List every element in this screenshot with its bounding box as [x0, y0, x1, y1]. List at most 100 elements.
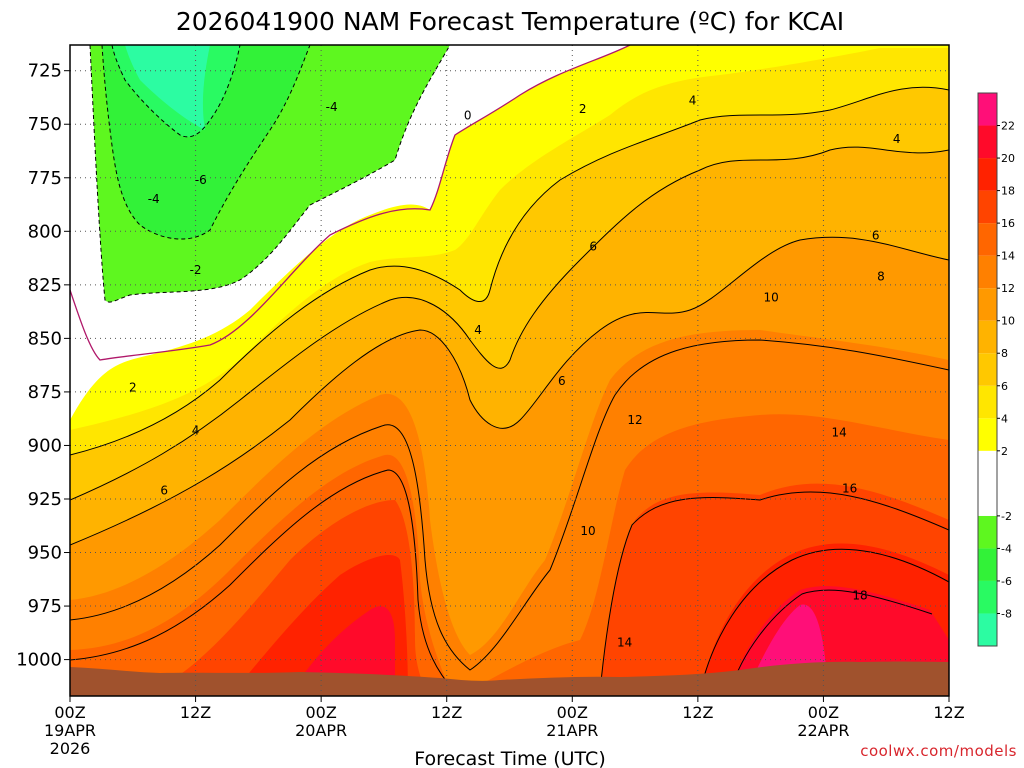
x-tick-label: 12Z: [431, 703, 462, 722]
colorbar-swatch: [978, 125, 997, 159]
x-tick-label: 12Z: [682, 703, 713, 722]
colorbar-label: -4: [1001, 542, 1012, 555]
contour-line: [111, 45, 241, 138]
x-tick-date: 21APR: [546, 721, 598, 740]
contour-line: [599, 491, 949, 693]
contour-label: 14: [617, 635, 632, 649]
contour-line: [70, 236, 949, 546]
colorbar-label: 10: [1001, 315, 1015, 328]
colorbar-label: -6: [1001, 575, 1012, 588]
contour-line: [699, 548, 949, 693]
x-tick-label: 12Z: [933, 703, 964, 722]
contour-label: 4: [192, 423, 200, 437]
colorbar-swatch: [978, 158, 997, 191]
colorbar-swatch: [978, 450, 997, 516]
colorbar-label: 18: [1001, 185, 1015, 198]
x-tick-label: 00Z: [54, 703, 85, 722]
contour-label: 16: [842, 481, 857, 495]
contour-label: 4: [474, 323, 482, 337]
colorbar-swatch: [978, 93, 997, 126]
contour-line: [729, 589, 933, 693]
y-tick-label: 925: [28, 489, 62, 510]
y-tick-label: 875: [28, 382, 62, 403]
colorbar-label: 4: [1001, 412, 1008, 425]
contour-label: 18: [852, 588, 867, 602]
x-tick-label: 00Z: [557, 703, 588, 722]
contour-labels: -6 -4 -4 -2 0 2 2 4 4 4 4 6 6 6 6 8 10 10 12 14 14 16 18: [129, 94, 901, 650]
colorbar-label: 12: [1001, 282, 1015, 295]
contour-label: 2: [129, 381, 137, 395]
credit-text: coolwx.com/models: [860, 742, 1017, 760]
y-tick-label: 775: [28, 168, 62, 189]
colorbar-label: 14: [1001, 250, 1015, 263]
x-tick-year: 2026: [50, 739, 91, 758]
contour-line: [89, 45, 451, 303]
y-tick-label: 750: [28, 114, 62, 135]
x-tick-label: 00Z: [808, 703, 839, 722]
x-tick-date: 22APR: [797, 721, 849, 740]
contour-label: 8: [877, 269, 885, 283]
contour-line: [70, 339, 949, 671]
plot-area: [70, 45, 949, 696]
contour-label: -2: [190, 263, 202, 277]
colorbar-label: 16: [1001, 217, 1015, 230]
colorbar-label: -2: [1001, 510, 1012, 523]
colorbar-label: 2: [1001, 445, 1008, 458]
contour-label: 2: [579, 102, 587, 116]
colorbar-swatch: [978, 190, 997, 224]
contour-label: 10: [763, 291, 778, 305]
contour-line: [101, 45, 311, 240]
contour-line: [70, 469, 456, 693]
contour-label: 0: [464, 109, 472, 123]
colorbar-swatch: [978, 320, 997, 354]
contour-label: 6: [558, 374, 566, 388]
y-tick-label: 800: [28, 221, 62, 242]
colorbar-swatch: [978, 548, 997, 581]
y-tick-label: 850: [28, 328, 62, 349]
colorbar-label: 8: [1001, 347, 1008, 360]
y-tick-label: 725: [28, 61, 62, 82]
y-axis: 725 750 775 800 825 850 875 900 925 950 975 1000: [16, 61, 70, 671]
colorbar-swatch: [978, 255, 997, 289]
y-tick-label: 1000: [16, 650, 62, 671]
contour-line: [70, 86, 949, 456]
colorbar-label: 20: [1001, 152, 1015, 165]
y-tick-label: 900: [28, 435, 62, 456]
contour-label: 6: [589, 239, 597, 253]
x-tick-date: 19APR: [44, 721, 96, 740]
colorbar-swatch: [978, 223, 997, 256]
colorbar-swatch: [978, 418, 997, 451]
contour-label: -4: [326, 100, 338, 114]
colorbar-frame: [977, 92, 998, 647]
y-tick-label: 825: [28, 275, 62, 296]
x-axis-label: Forecast Time (UTC): [414, 748, 605, 768]
contour-label: 10: [580, 524, 595, 538]
contour-label: 4: [893, 132, 901, 146]
plot-frame: [69, 44, 950, 697]
colorbar-swatch: [978, 353, 997, 386]
zero-contour: [70, 45, 631, 361]
x-tick-label: 00Z: [305, 703, 336, 722]
colorbar-label: 6: [1001, 380, 1008, 393]
colorbar-swatch: [978, 613, 997, 646]
contour-label: 4: [689, 94, 697, 108]
terrain: [70, 661, 949, 696]
colorbar-swatch: [978, 580, 997, 614]
contour-label: 6: [160, 483, 168, 497]
contour-label: -4: [148, 192, 160, 206]
contour-label: 6: [872, 229, 880, 243]
y-tick-label: 950: [28, 543, 62, 564]
colorbar-swatch: [978, 385, 997, 419]
colorbar-label: 22: [1001, 120, 1015, 133]
contour-label: 14: [831, 426, 846, 440]
y-tick-label: 975: [28, 596, 62, 617]
band-m10-m8: [125, 45, 210, 130]
colorbar-label: -8: [1001, 607, 1012, 620]
chart-title: 2026041900 NAM Forecast Temperature (ºC)…: [176, 7, 844, 36]
colorbar-swatch: [978, 515, 997, 549]
colorbar: -8 -6 -4 -2 2 4 6 8 10 12 14 16 18 20 22: [977, 92, 1015, 647]
x-tick-label: 12Z: [180, 703, 211, 722]
contour-label: 12: [627, 413, 642, 427]
